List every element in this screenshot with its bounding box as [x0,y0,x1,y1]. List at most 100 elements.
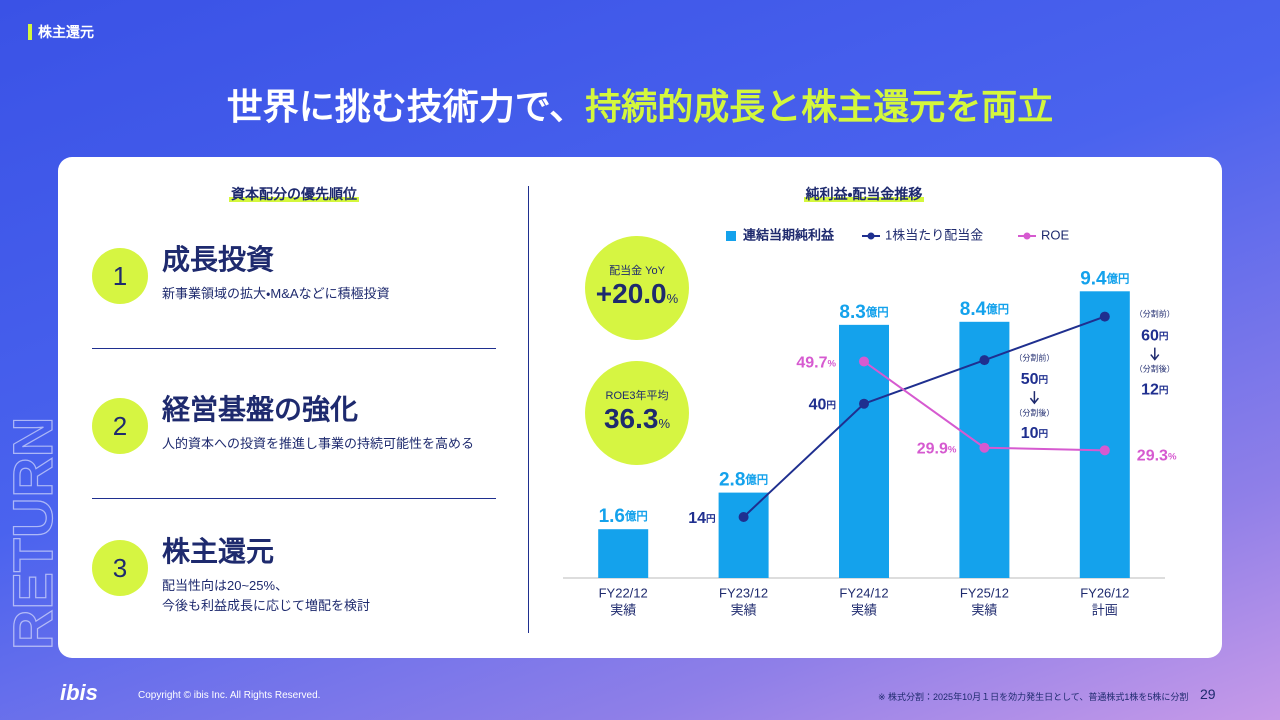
series-point [979,355,990,366]
x-tick-label: FY26/12 [1080,585,1129,600]
watermark: RETURN [0,416,64,651]
item-title: 株主還元 [162,536,275,567]
value-label: 1.6億円 [599,506,648,527]
x-tick-label: FY22/12 [599,585,648,600]
value-label: 14円 [688,510,715,527]
label-number: 49.7 [796,355,827,372]
x-tick-label: FY23/12 [719,585,768,600]
item-number: 2 [92,398,148,454]
legend-label: ROE [1041,227,1070,242]
left-heading: 資本配分の優先順位 [92,184,496,204]
title-text: 世界に挑む技術力で、 [226,86,586,127]
badge-unit: % [658,416,671,431]
split-arrow [1150,347,1160,361]
label-number: 60 [1141,328,1159,345]
item-title: 成長投資 [162,244,275,275]
label-unit: % [948,444,957,455]
priority-item: 2 経営基盤の強化人的資本への投資を推進し事業の持続可能性を高める [92,388,496,518]
separator [92,348,496,349]
legend-swatch [726,231,736,241]
value-label: 12円 [1141,382,1168,399]
series-point [859,398,869,409]
value-label: 9.4億円 [1080,268,1129,289]
watermark-text: RETURN [1,417,64,650]
separator [92,498,496,499]
value-label: 29.3% [1137,448,1177,465]
bar [1079,291,1130,578]
label-unit: 億円 [744,473,768,487]
split-arrow [1029,391,1039,405]
x-tick-sublabel: 実績 [851,602,877,617]
label-number: 40 [809,397,827,414]
chart-title: 純利益・配当金推移 [803,186,925,202]
badge-label: 配当金 YoY [609,265,665,277]
series-point [738,512,749,522]
bar [598,529,649,578]
x-tick-sublabel: 計画 [1092,602,1118,617]
label-number: 8.3 [839,302,865,323]
label-unit: 円 [1039,429,1049,440]
split-after-label: （分割後） [1135,364,1175,374]
label-number: 10 [1021,425,1039,442]
badge-value: 36.3 [603,403,659,434]
label-unit: 円 [826,400,836,411]
bar [718,492,769,578]
split-before-label: （分割前） [1135,309,1175,319]
label-number: 9.4 [1080,268,1107,289]
value-label: 8.3億円 [839,302,888,323]
item-description: 配当性向は20~25%、 今後も利益成長に応じて増配を検討 [162,576,370,616]
item-description: 人的資本への投資を推進し事業の持続可能性を高める [162,434,474,454]
value-label: 2.8億円 [719,470,768,491]
footnote: ※ 株式分割：2025年10月１日を効力発生日として、普通株式1株を5株に分割 [878,692,1189,702]
logo: ibis [60,680,98,705]
label-number: 29.3 [1137,448,1168,465]
item-number: 1 [92,248,148,304]
value-label: 49.7% [796,355,836,372]
value-label: 40円 [809,397,836,414]
value-label: 8.4億円 [960,299,1009,320]
copyright: Copyright © ibis Inc. All Rights Reserve… [138,690,321,701]
series-point [859,356,869,367]
split-after-label: （分割後） [1014,407,1054,417]
label-number: 1.6 [599,506,625,527]
badge-value-row: +20.0% [585,278,689,310]
slide-title: 世界に挑む技術力で、持続的成長と株主還元を両立 [0,78,1280,130]
series-line [742,315,1106,518]
value-label: 50円 [1021,371,1048,388]
label-unit: 億円 [865,305,889,319]
x-tick-sublabel: 実績 [731,602,757,617]
label-unit: % [827,358,836,369]
label-unit: 円 [1159,385,1169,396]
badge-label: ROE3年平均 [605,390,669,402]
series-point [1099,311,1110,322]
section-tag: 株主還元 [28,24,94,40]
left-heading-text: 資本配分の優先順位 [229,186,359,202]
item-title: 経営基盤の強化 [162,394,359,425]
divider [528,186,529,633]
value-label: 29.9% [917,441,957,458]
value-label: 60円 [1141,328,1168,345]
series-point [979,442,990,453]
title-highlight: 持続的成長と株主還元を両立 [585,86,1054,127]
label-unit: 円 [1039,375,1049,386]
legend-label: 1株当たり配当金 [885,227,983,242]
legend-label: 連結当期純利益 [743,227,835,242]
label-number: 2.8 [719,470,745,491]
badge-value: +20.0 [595,278,667,309]
item-number: 3 [92,540,148,596]
x-tick-sublabel: 実績 [610,602,636,617]
badge-value-row: 36.3% [585,403,689,435]
legend-dot [867,232,875,240]
badge-unit: % [666,291,679,306]
legend-dot [1023,232,1031,240]
split-before-label: （分割前） [1014,352,1054,362]
page-number: 29 [1200,686,1216,702]
priority-item: 1 成長投資新事業領域の拡大・M&Aなどに積極投資 [92,238,496,368]
description-line: 新事業領域の拡大・M&Aなどに積極投資 [162,286,390,301]
chart-heading: 純利益・配当金推移 [563,184,1165,204]
label-number: 12 [1141,382,1159,399]
priority-item: 3 株主還元配当性向は20~25%、 今後も利益成長に応じて増配を検討 [92,530,496,660]
series-point [1099,445,1110,456]
